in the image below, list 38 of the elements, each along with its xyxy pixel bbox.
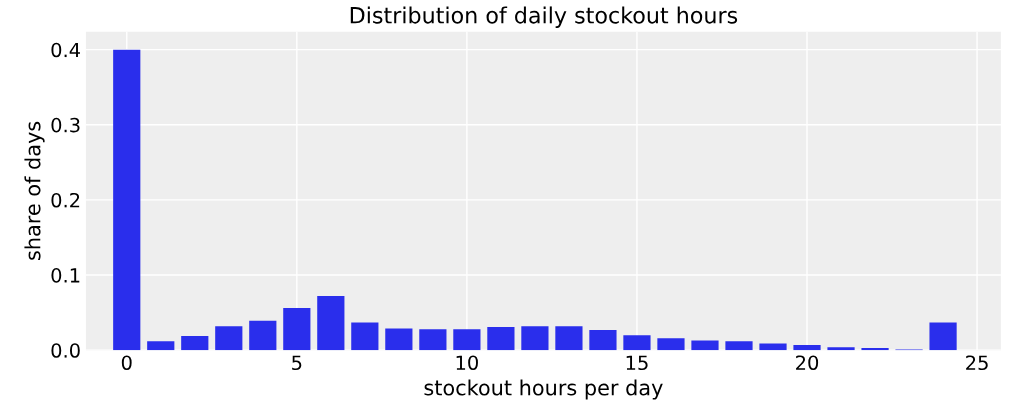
bar [725,341,753,351]
bar [283,308,311,351]
x-tick-label: 0 [121,355,132,371]
y-axis-title: share of days [24,121,45,260]
bar [385,328,413,351]
x-tick-label: 5 [292,355,302,371]
y-tick-label: 0.4 [51,42,80,58]
bar [555,326,583,351]
bar [453,329,481,351]
x-tick-label: 20 [796,355,819,371]
bar [521,326,549,351]
bar [215,326,243,351]
bar [487,326,515,351]
y-tick-label: 0.3 [51,117,80,133]
x-axis-title: stockout hours per day [424,379,663,400]
bar [759,343,787,351]
y-tick-label: 0.0 [51,343,80,358]
y-tick-label: 0.1 [51,268,80,283]
bar [249,320,277,351]
bar [181,335,209,351]
bar [623,335,651,351]
bar [317,296,345,351]
bar [827,347,855,351]
bar [589,329,617,351]
bar [691,340,719,351]
bar [929,322,957,351]
bar [793,344,821,351]
bar [419,329,447,351]
bar [351,322,379,351]
bar [657,338,685,351]
bar [113,49,141,351]
bar [147,341,175,351]
x-tick-label: 10 [456,355,478,371]
x-tick-label: 25 [966,355,988,371]
x-tick-label: 15 [626,355,648,371]
chart-title: Distribution of daily stockout hours [350,6,738,28]
y-tick-label: 0.2 [51,192,80,208]
bar [861,347,889,351]
